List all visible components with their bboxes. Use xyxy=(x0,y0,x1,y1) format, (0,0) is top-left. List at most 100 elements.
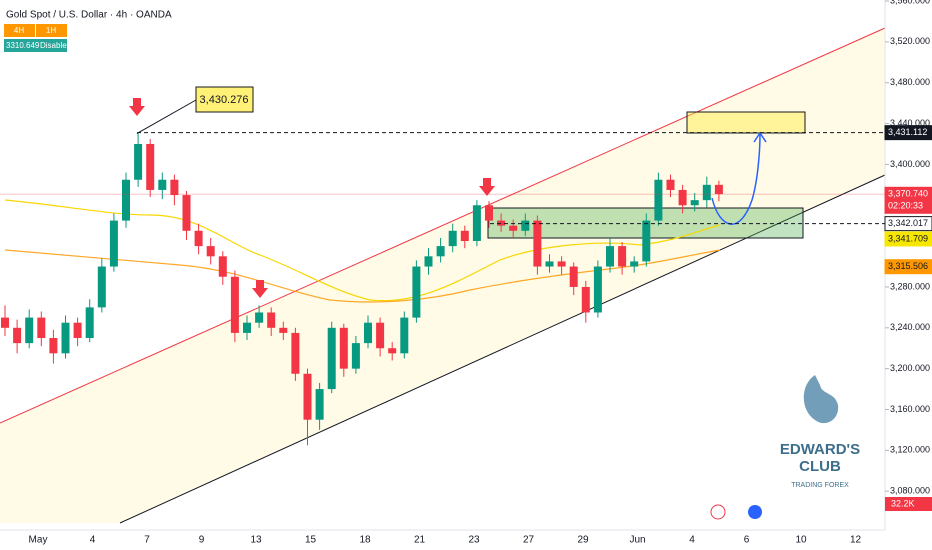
x-tick-label: 29 xyxy=(577,535,589,546)
candle-body xyxy=(267,312,276,328)
candle-body xyxy=(654,179,663,221)
status-text: Disabled xyxy=(40,41,71,50)
x-tick-label: 18 xyxy=(359,535,371,546)
candle-body xyxy=(400,317,409,354)
candle-body xyxy=(678,189,687,206)
candle-body xyxy=(533,220,542,267)
y-tick-label: 3,480.000 xyxy=(890,77,930,87)
x-tick-label: 27 xyxy=(523,535,535,546)
logo-text: EDWARD'S xyxy=(780,441,860,458)
candle-body xyxy=(448,230,457,247)
candle-body xyxy=(569,266,578,287)
x-tick-label: 10 xyxy=(795,535,807,546)
price-label-box xyxy=(884,186,932,214)
y-tick-label: 3,560.000 xyxy=(890,0,930,5)
button-label: 4H xyxy=(14,26,24,35)
button[interactable] xyxy=(4,24,35,37)
x-tick-label: 21 xyxy=(414,535,426,546)
x-tick-label: 15 xyxy=(305,535,317,546)
x-tick-label: 4 xyxy=(689,535,695,546)
candle-body xyxy=(690,200,699,206)
candle-body xyxy=(424,256,433,267)
projection-arrow xyxy=(711,133,761,225)
candle-body xyxy=(13,327,22,344)
price-label-box xyxy=(884,259,932,275)
x-tick-label: 7 xyxy=(144,535,150,546)
button[interactable] xyxy=(36,24,67,37)
event-icon[interactable] xyxy=(710,504,726,520)
candle-body xyxy=(351,343,360,369)
markers xyxy=(129,98,495,298)
y-tick-label: 3,520.000 xyxy=(890,36,930,46)
candle-body xyxy=(412,266,421,318)
candle-body xyxy=(255,312,264,323)
down-marker xyxy=(129,98,145,116)
volume-label-box xyxy=(885,497,932,511)
candle-body xyxy=(315,389,324,420)
candle-body xyxy=(158,179,167,190)
x-tick-label: Jun xyxy=(629,535,645,546)
candle-body xyxy=(581,286,590,313)
candle-body xyxy=(49,338,58,354)
price-label-box xyxy=(884,125,932,141)
candle-body xyxy=(388,348,397,354)
x-tick-label: 23 xyxy=(468,535,480,546)
candle-body xyxy=(170,179,179,196)
candle-body xyxy=(291,332,300,374)
channel-upper xyxy=(0,27,886,424)
logo-text: CLUB xyxy=(799,458,841,475)
candle-body xyxy=(436,246,445,257)
price-label: 3,370.740 xyxy=(888,189,928,199)
price-label: 3,342.017 xyxy=(888,218,928,228)
candle-body xyxy=(460,230,469,242)
callout-box xyxy=(195,86,254,113)
x-tick-label: 4 xyxy=(90,535,96,546)
candle-body xyxy=(339,327,348,369)
candle-body xyxy=(666,179,675,190)
candle-body xyxy=(97,266,106,308)
candle-body xyxy=(593,266,602,313)
y-tick-label: 3,120.000 xyxy=(890,445,930,455)
logo-icon xyxy=(803,375,839,424)
candle-body xyxy=(485,205,493,221)
candle-body xyxy=(364,322,372,344)
price-label: 3,315.506 xyxy=(888,261,928,271)
callout-label: 3,430.276 xyxy=(200,94,249,106)
candle-body xyxy=(618,246,627,267)
volume-label: 32.2K xyxy=(891,498,915,508)
status-value: 3310.649 xyxy=(6,41,40,50)
x-tick-label: 13 xyxy=(250,535,262,546)
candle-body xyxy=(182,195,191,231)
candle-body xyxy=(497,220,506,226)
button-label: 1H xyxy=(46,26,56,35)
y-tick-label: 3,400.000 xyxy=(890,159,930,169)
candle-body xyxy=(630,261,639,267)
channel-fill xyxy=(0,28,885,523)
candle-body xyxy=(146,143,155,190)
target-zone xyxy=(686,111,806,134)
price-label: 3,431.112 xyxy=(888,127,927,137)
candle-body xyxy=(243,322,251,333)
candle-body xyxy=(509,225,518,231)
y-tick-label: 3,080.000 xyxy=(890,486,930,496)
down-marker xyxy=(479,178,495,196)
candle-body xyxy=(37,317,46,339)
logo: EDWARD'S CLUB TRADING FOREX xyxy=(780,375,860,489)
candle-body xyxy=(557,261,566,267)
event-icon[interactable] xyxy=(748,505,762,519)
ma-fast xyxy=(4,199,721,302)
x-tick-label: May xyxy=(29,535,48,546)
y-tick-label: 3,240.000 xyxy=(890,322,930,332)
candle-body xyxy=(376,322,385,349)
candle-body xyxy=(206,246,215,257)
candle-body xyxy=(1,317,9,328)
candle-body xyxy=(218,256,227,277)
down-marker xyxy=(252,280,268,298)
candle-body xyxy=(545,261,554,267)
y-tick-label: 3,280.000 xyxy=(890,281,930,291)
price-label-box xyxy=(884,216,932,232)
candle-body xyxy=(642,220,651,262)
candle-body xyxy=(702,184,711,201)
channel-lower xyxy=(119,174,886,524)
